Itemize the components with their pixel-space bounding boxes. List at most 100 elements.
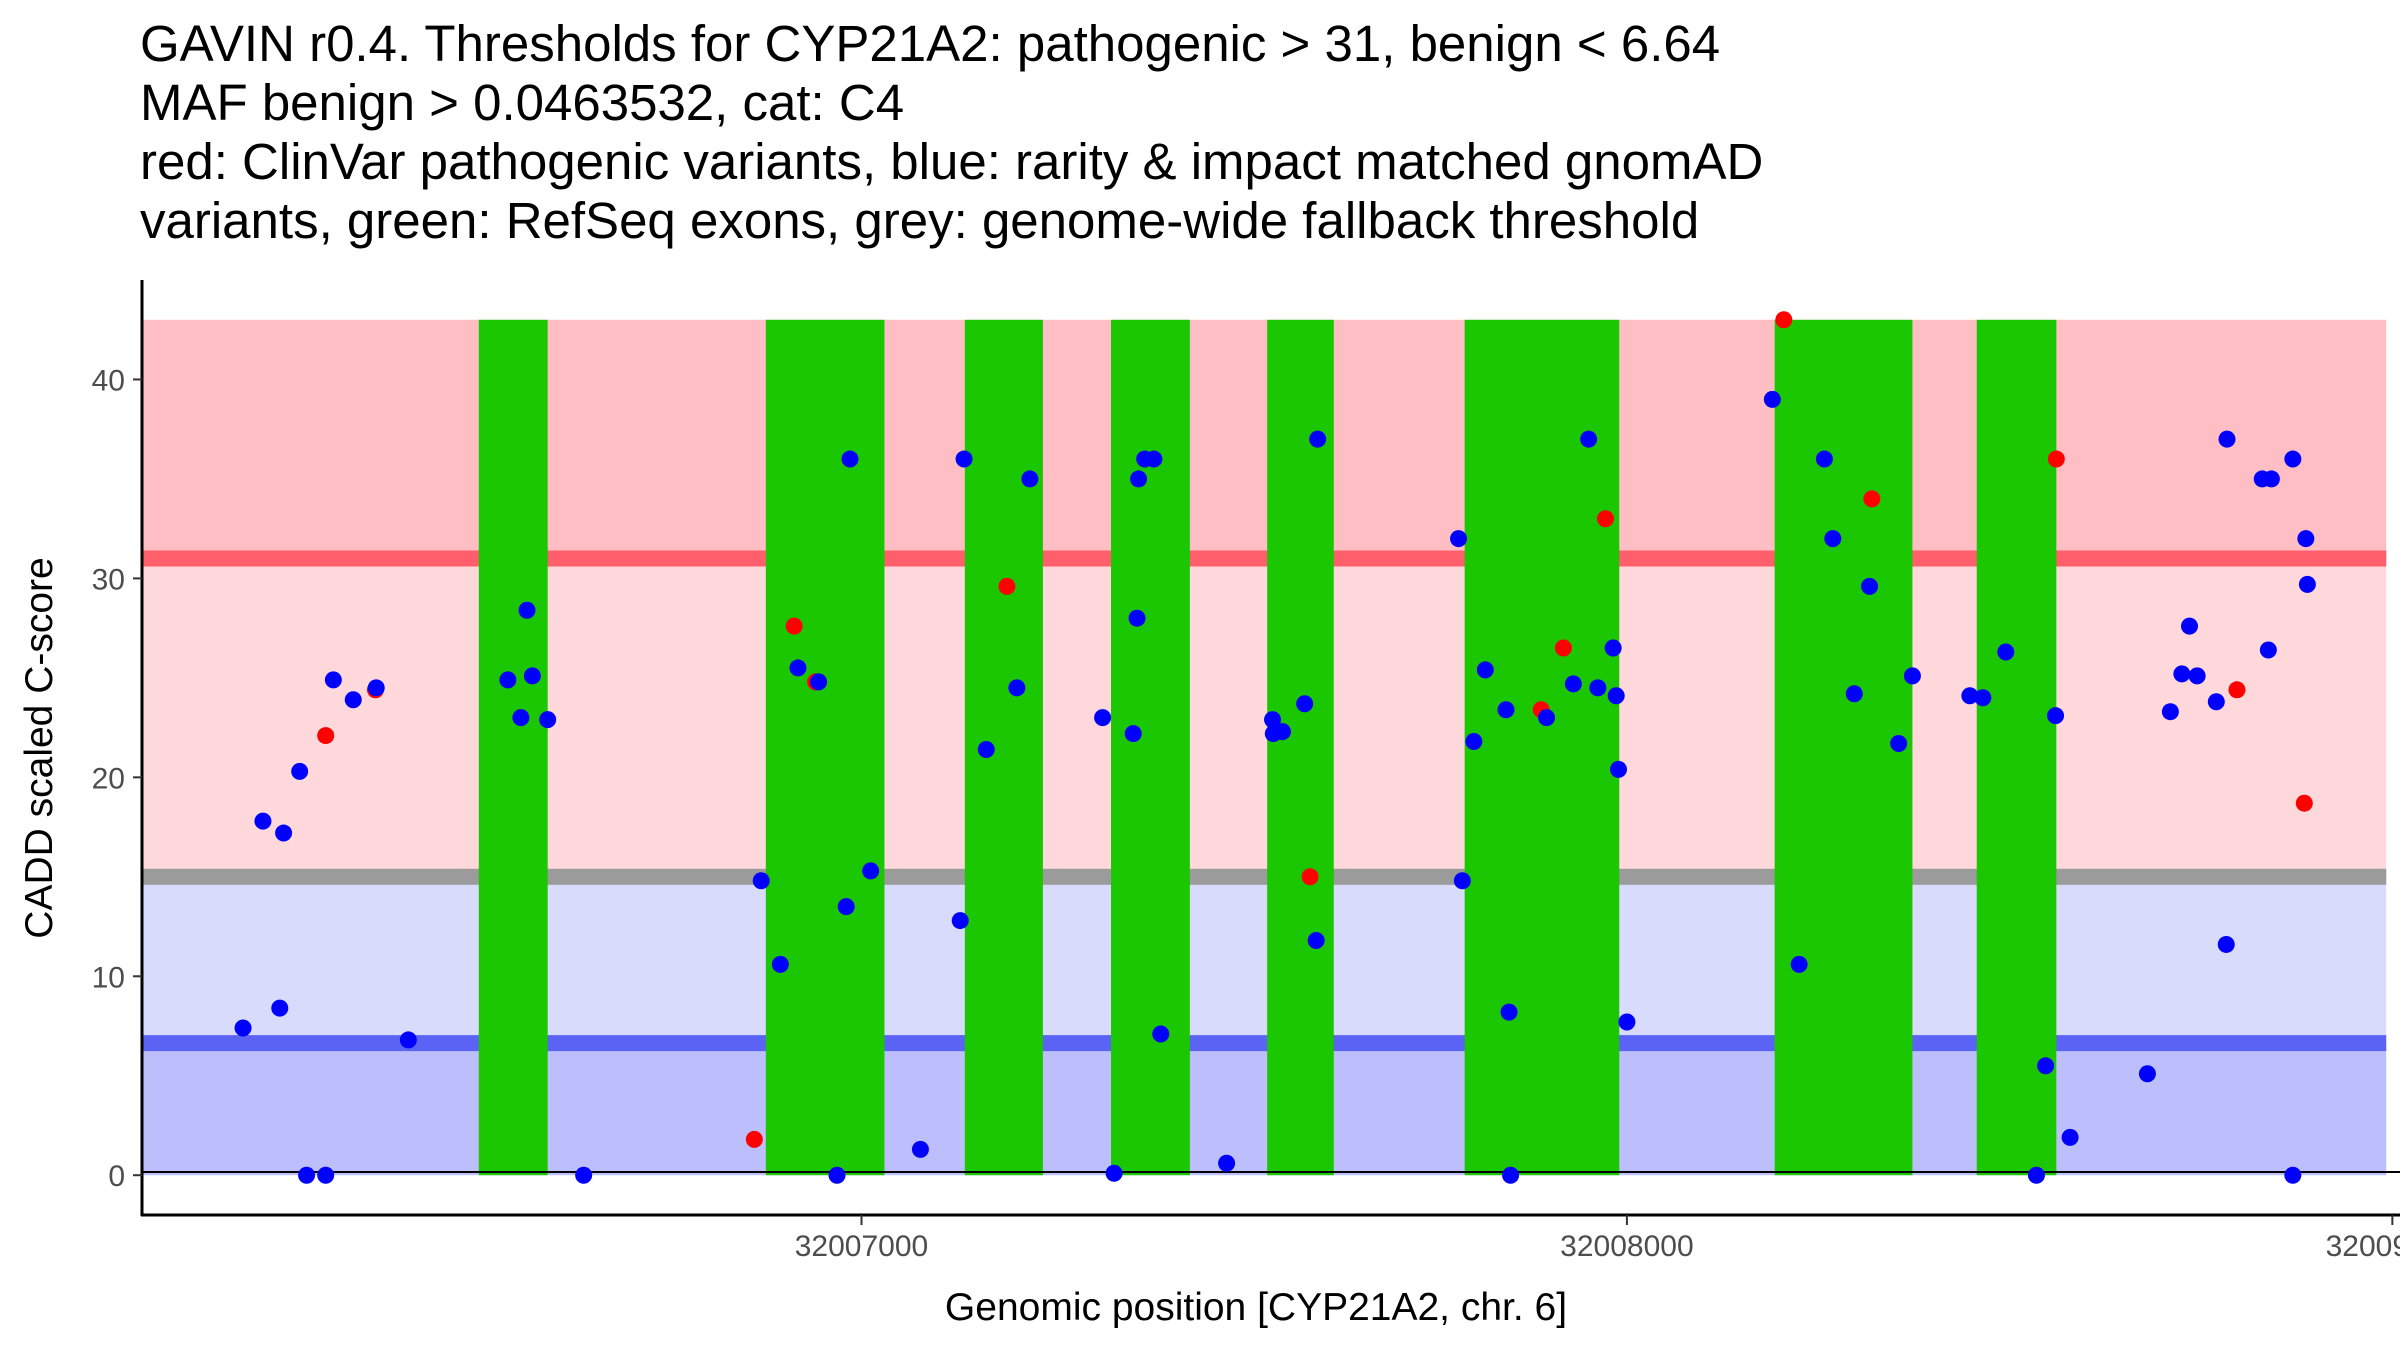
gnomad-point — [1453, 872, 1471, 890]
title-line-3: red: ClinVar pathogenic variants, blue: … — [140, 133, 1764, 190]
gnomad-point — [1763, 390, 1781, 408]
gnomad-point — [1130, 470, 1148, 488]
x-axis-ticks: 32007000 32008000 32009000 — [795, 1215, 2400, 1263]
gnomad-point — [1309, 430, 1327, 448]
gnomad-point — [828, 1166, 846, 1184]
exon-8 — [1976, 319, 2057, 1176]
gnomad-point — [2188, 667, 2206, 685]
gnomad-point — [1961, 687, 1979, 705]
gnomad-point — [951, 912, 969, 930]
y-tick-label: 20 — [92, 762, 125, 795]
clinvar-point — [785, 617, 803, 635]
y-tick-label: 40 — [92, 364, 125, 397]
gnomad-point — [1465, 733, 1483, 751]
gnomad-point — [1997, 643, 2015, 661]
gnomad-point — [2138, 1065, 2156, 1083]
gnomad-point — [1124, 725, 1142, 743]
gnomad-point — [1607, 687, 1625, 705]
clinvar-point — [2047, 450, 2065, 468]
gnomad-point — [1008, 679, 1026, 697]
gnomad-point — [1476, 661, 1494, 679]
gnomad-point — [789, 659, 807, 677]
gnomad-point — [1604, 639, 1622, 657]
gnomad-point — [1618, 1013, 1636, 1031]
gnomad-point — [1500, 1003, 1518, 1021]
x-tick-label: 32009000 — [2326, 1230, 2400, 1263]
gnomad-point — [837, 898, 855, 916]
gnomad-point — [810, 673, 828, 691]
gnomad-point — [1021, 470, 1039, 488]
gnomad-point — [1307, 931, 1325, 949]
gnomad-point — [1218, 1154, 1236, 1172]
gnomad-point — [2173, 665, 2191, 683]
title-line-1: GAVIN r0.4. Thresholds for CYP21A2: path… — [140, 15, 1721, 72]
exon-5 — [1267, 319, 1334, 1176]
gnomad-point — [1152, 1025, 1170, 1043]
gnomad-point — [2061, 1128, 2079, 1146]
gnomad-point — [1105, 1164, 1123, 1182]
exon-3 — [964, 319, 1043, 1176]
exon-7 — [1774, 319, 1913, 1176]
gnomad-point — [1610, 760, 1628, 778]
gnomad-point — [1890, 735, 1908, 753]
gnomad-point — [2161, 703, 2179, 721]
clinvar-point — [2228, 681, 2246, 699]
gnomad-point — [1128, 609, 1146, 627]
gnomad-point — [1815, 450, 1833, 468]
gnomad-point — [1564, 675, 1582, 693]
gnomad-point — [523, 667, 541, 685]
gnomad-point — [1502, 1166, 1520, 1184]
gnomad-point — [1497, 701, 1515, 719]
gnomad-point — [1790, 955, 1808, 973]
gnomad-point — [1974, 689, 1992, 707]
gnomad-point — [911, 1140, 929, 1158]
chart-title: GAVIN r0.4. Thresholds for CYP21A2: path… — [140, 14, 1763, 250]
gnomad-point — [344, 691, 362, 709]
gnomad-point — [367, 679, 385, 697]
gnomad-point — [771, 955, 789, 973]
clinvar-point — [2295, 794, 2313, 812]
clinvar-point — [745, 1130, 763, 1148]
gnomad-point — [271, 999, 289, 1017]
gnomad-point — [298, 1166, 316, 1184]
gnomad-point — [2047, 707, 2065, 725]
gnomad-point — [1264, 711, 1282, 729]
gnomad-point — [539, 711, 557, 729]
gnomad-point — [291, 762, 309, 780]
clinvar-point — [1775, 311, 1793, 329]
y-tick-label: 10 — [92, 961, 125, 994]
gnomad-point — [862, 862, 880, 880]
x-tick-label: 32007000 — [795, 1230, 928, 1263]
clinvar-point — [1596, 510, 1614, 528]
y-axis-title: CADD scaled C-score — [18, 557, 61, 938]
gnomad-point — [234, 1019, 252, 1037]
gnomad-point — [254, 812, 272, 830]
gnomad-point — [2284, 450, 2302, 468]
gnomad-point — [2207, 693, 2225, 711]
title-line-4: variants, green: RefSeq exons, grey: gen… — [140, 192, 1700, 249]
exon-1 — [478, 319, 548, 1176]
gnomad-point — [399, 1031, 417, 1049]
gnomad-point — [1824, 530, 1842, 548]
clinvar-point — [998, 577, 1016, 595]
variant-points — [234, 311, 2316, 1184]
exon-2 — [765, 319, 885, 1176]
exon-4 — [1111, 319, 1190, 1176]
gnomad-point — [1296, 695, 1314, 713]
gnomad-point — [752, 872, 770, 890]
gnomad-point — [2037, 1057, 2055, 1075]
title-line-2: MAF benign > 0.0463532, cat: C4 — [140, 74, 905, 131]
exon-6 — [1464, 319, 1620, 1176]
gnomad-point — [2262, 470, 2280, 488]
y-axis-ticks: 0 10 20 30 40 — [92, 364, 142, 1193]
gnomad-point — [275, 824, 293, 842]
y-tick-label: 30 — [92, 563, 125, 596]
exon-regions — [478, 319, 2057, 1176]
gnomad-point — [1273, 723, 1291, 741]
gnomad-point — [2217, 935, 2235, 953]
gnomad-point — [499, 671, 517, 689]
gnomad-point — [1589, 679, 1607, 697]
gnomad-point — [317, 1166, 335, 1184]
gnomad-point — [2259, 641, 2277, 659]
x-tick-label: 32008000 — [1560, 1230, 1693, 1263]
